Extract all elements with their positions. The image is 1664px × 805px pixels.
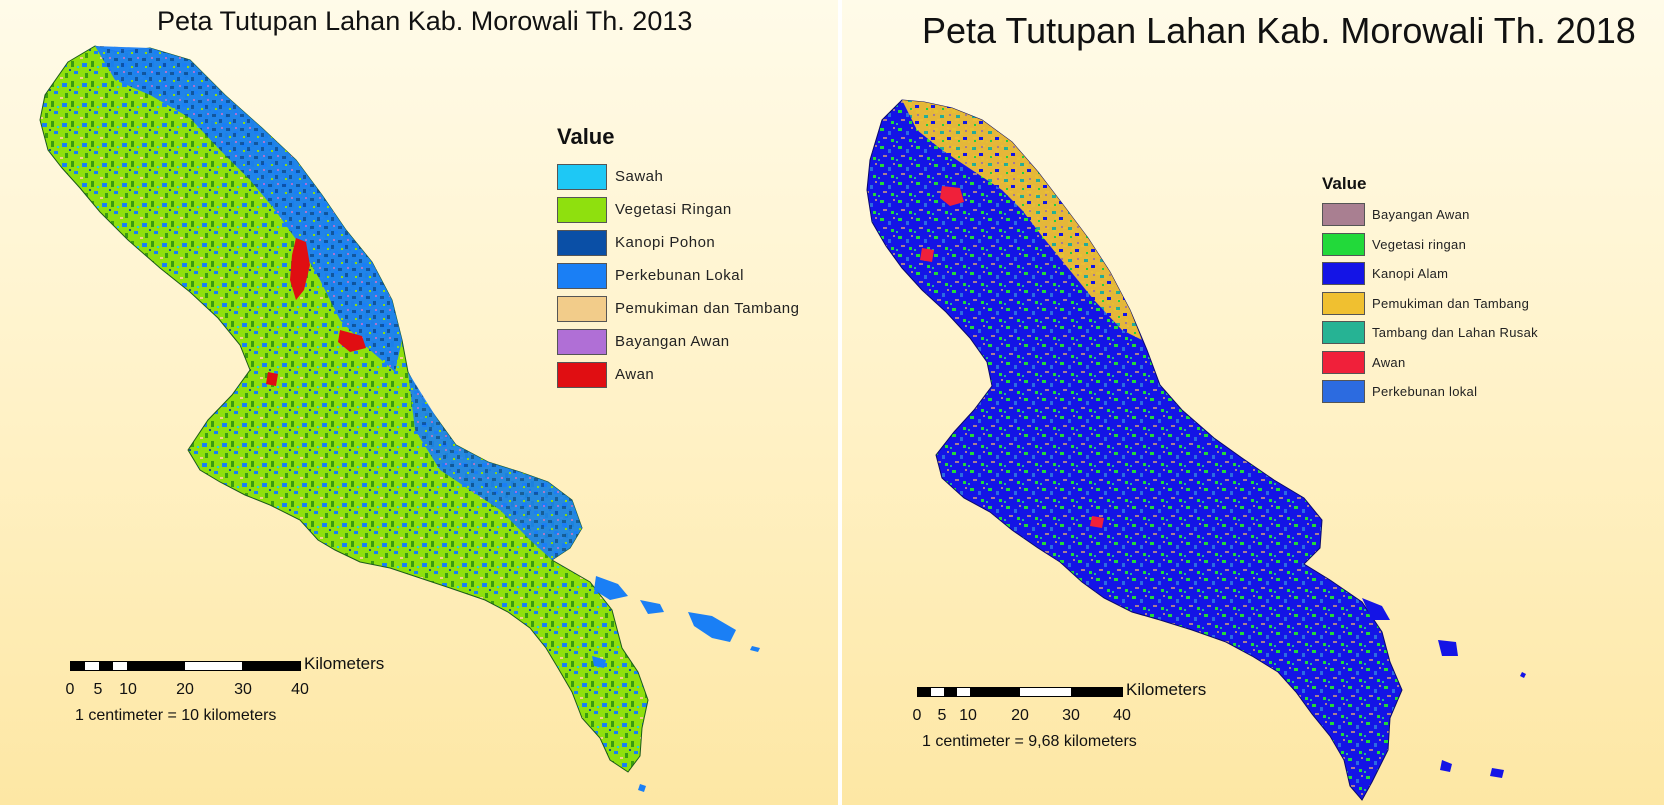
legend-item: Vegetasi Ringan [557, 193, 800, 226]
scale-ratio: 1 centimeter = 9,68 kilometers [922, 733, 1137, 750]
legend-swatch [557, 295, 607, 322]
legend-label: Perkebunan Lokal [615, 267, 744, 284]
region-island [592, 656, 606, 668]
region-island [750, 646, 760, 652]
legend-label: Awan [1372, 354, 1406, 370]
legend-item: Bayangan Awan [1322, 200, 1538, 230]
legend-label: Tambang dan Lahan Rusak [1372, 325, 1538, 341]
scale-tick: 5 [93, 681, 103, 698]
scale-tick: 10 [959, 707, 977, 724]
legend-title: Value [1322, 174, 1367, 193]
map-panel-2018: Peta Tutupan Lahan Kab. Morowali Th. 201… [842, 0, 1664, 805]
region-island [688, 612, 736, 642]
land-cover-map-2018 [866, 99, 1526, 801]
scale-tick: 0 [912, 707, 922, 724]
legend-swatch [1322, 203, 1365, 227]
region-forest [95, 46, 402, 372]
legend-swatch [1322, 380, 1365, 404]
region-island [594, 576, 628, 600]
region-cloud [290, 238, 310, 300]
legend-label: Vegetasi Ringan [615, 201, 732, 218]
legend-label: Pemukiman dan Tambang [1372, 295, 1530, 311]
region-island [640, 600, 664, 614]
region-island [1520, 672, 1526, 678]
region-island [1438, 640, 1458, 656]
legend-item: Kanopi Alam [1322, 259, 1538, 289]
map-legend: Value Bayangan Awan Vegetasi ringan Kano… [1322, 174, 1538, 407]
legend-item: Perkebunan Lokal [557, 259, 800, 292]
legend-swatch [1322, 232, 1365, 256]
legend-label: Bayangan Awan [1372, 207, 1470, 223]
scale-bar-graphic [917, 687, 1123, 697]
legend-label: Perkebunan lokal [1372, 384, 1478, 400]
map-title: Peta Tutupan Lahan Kab. Morowali Th. 201… [922, 10, 1636, 51]
scale-unit: Kilometers [304, 654, 385, 673]
legend-item: Perkebunan lokal [1322, 377, 1538, 407]
legend-swatch [1322, 262, 1365, 286]
region-island [1490, 768, 1504, 778]
legend-item: Awan [557, 358, 800, 391]
legend-swatch [557, 196, 607, 223]
legend-swatch [557, 262, 607, 289]
region-island [1440, 760, 1452, 772]
legend-item: Awan [1322, 348, 1538, 378]
legend-label: Awan [615, 366, 655, 383]
region-cloud [338, 330, 366, 352]
legend-label: Kanopi Pohon [615, 234, 716, 251]
legend-label: Bayangan Awan [615, 333, 730, 350]
scale-tick: 20 [1011, 707, 1029, 724]
legend-item: Tambang dan Lahan Rusak [1322, 318, 1538, 348]
region-cloud [940, 186, 964, 206]
legend-swatch [557, 361, 607, 388]
legend-item: Vegetasi ringan [1322, 230, 1538, 260]
land-cover-map-2013 [39, 45, 760, 792]
region-island [1362, 598, 1390, 620]
legend-title: Value [557, 124, 615, 149]
region-mainland [866, 99, 1403, 801]
region-cloud [266, 372, 278, 386]
region-cloud [1090, 516, 1104, 528]
scale-tick: 20 [176, 681, 194, 698]
legend-swatch [557, 163, 607, 190]
region-forest-east [408, 372, 582, 560]
legend-item: Sawah [557, 160, 800, 193]
legend-item: Kanopi Pohon [557, 226, 800, 259]
scale-unit: Kilometers [1126, 680, 1207, 699]
scale-tick: 10 [119, 681, 137, 698]
scale-tick: 0 [65, 681, 75, 698]
scale-tick: 30 [234, 681, 252, 698]
map-panel-2013: Peta Tutupan Lahan Kab. Morowali Th. 201… [0, 0, 838, 805]
scale-tick: 30 [1062, 707, 1080, 724]
legend-label: Kanopi Alam [1372, 266, 1449, 282]
legend-item: Bayangan Awan [557, 325, 800, 358]
legend-swatch [557, 328, 607, 355]
legend-swatch [1322, 321, 1365, 345]
legend-item: Pemukiman dan Tambang [557, 292, 800, 325]
legend-item: Pemukiman dan Tambang [1322, 289, 1538, 319]
legend-swatch [1322, 291, 1365, 315]
region-settlement-mining [902, 100, 1142, 340]
legend-label: Pemukiman dan Tambang [615, 300, 800, 317]
region-cloud [920, 248, 934, 262]
legend-swatch [557, 229, 607, 256]
scale-bar-graphic [70, 661, 301, 671]
map-legend: Value Sawah Vegetasi Ringan Kanopi Pohon… [557, 124, 800, 391]
panel-divider [838, 0, 842, 805]
legend-label: Vegetasi ringan [1372, 236, 1467, 252]
legend-label: Sawah [615, 168, 664, 185]
legend-swatch [1322, 350, 1365, 374]
scale-tick: 40 [291, 681, 309, 698]
scale-tick: 5 [937, 707, 947, 724]
scale-tick: 40 [1113, 707, 1131, 724]
region-island [638, 784, 646, 792]
map-title: Peta Tutupan Lahan Kab. Morowali Th. 201… [157, 6, 693, 36]
scale-ratio: 1 centimeter = 10 kilometers [75, 707, 277, 724]
